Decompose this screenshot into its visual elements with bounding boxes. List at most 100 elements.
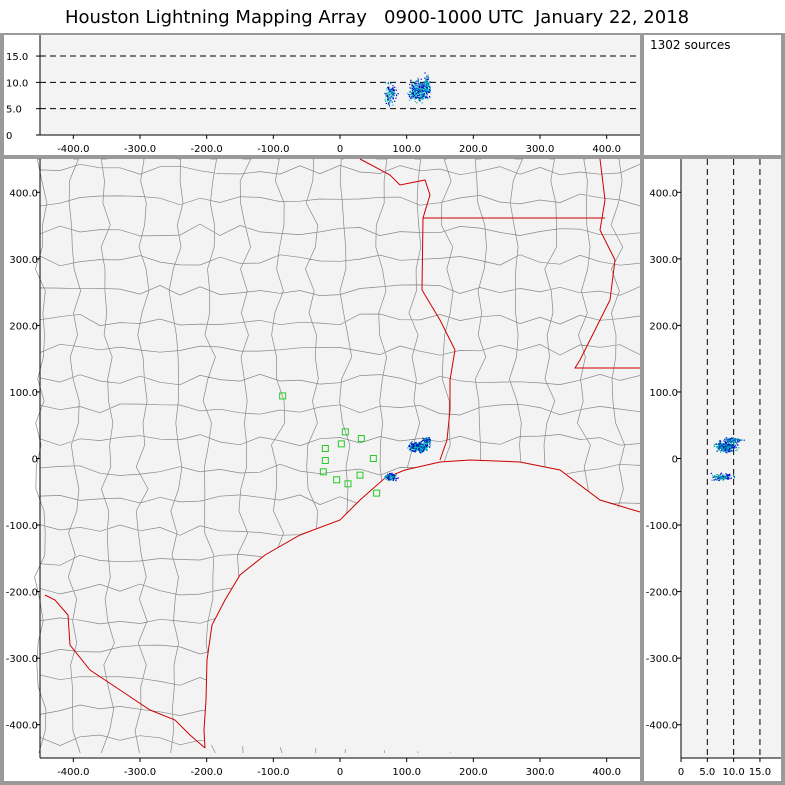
- vhf-source-point: [727, 476, 729, 478]
- vhf-source-point: [719, 446, 721, 448]
- vhf-source-point: [719, 473, 722, 475]
- map-y-tick-label: 300.0: [9, 255, 38, 266]
- vhf-source-point: [410, 451, 413, 453]
- vhf-source-point: [421, 440, 424, 442]
- vhf-source-point: [418, 444, 420, 446]
- vhf-source-point: [421, 98, 423, 100]
- vhf-source-point: [411, 450, 414, 452]
- side-y-tick-label: 400.0: [649, 188, 678, 199]
- vhf-source-point: [726, 447, 728, 449]
- vhf-source-point: [416, 102, 418, 104]
- vhf-source-point: [739, 439, 741, 441]
- vhf-source-point: [424, 82, 426, 84]
- vhf-source-point: [411, 97, 414, 99]
- vhf-source-point: [416, 447, 418, 449]
- vhf-source-point: [390, 90, 392, 92]
- vhf-source-point: [429, 89, 431, 91]
- vhf-source-point: [422, 83, 424, 85]
- vhf-source-point: [418, 89, 421, 91]
- vhf-source-point: [420, 93, 422, 95]
- vhf-source-point: [387, 94, 389, 96]
- vhf-source-point: [392, 89, 395, 91]
- vhf-source-point: [418, 450, 421, 453]
- vhf-source-point: [418, 448, 420, 451]
- vhf-source-point: [418, 84, 420, 86]
- vhf-source-point: [425, 83, 427, 85]
- vhf-source-point: [416, 87, 418, 89]
- vhf-source-point: [426, 444, 429, 446]
- vhf-source-point: [425, 445, 427, 447]
- vhf-source-point: [737, 439, 739, 441]
- vhf-source-point: [423, 89, 425, 91]
- vhf-source-point: [384, 82, 386, 84]
- vhf-source-point: [716, 446, 718, 449]
- vhf-source-point: [726, 446, 728, 449]
- vhf-source-point: [731, 445, 733, 447]
- vhf-source-point: [717, 477, 720, 479]
- vhf-source-point: [713, 476, 715, 478]
- vhf-source-point: [717, 476, 719, 478]
- top-x-tick-label: -300.0: [124, 144, 156, 155]
- vhf-source-point: [425, 96, 428, 98]
- vhf-source-point: [718, 478, 721, 481]
- vhf-source-point: [413, 450, 415, 453]
- vhf-source-point: [722, 442, 725, 445]
- vhf-source-point: [410, 93, 413, 95]
- vhf-source-point: [426, 85, 428, 88]
- lma-station-marker: [369, 455, 377, 462]
- vhf-source-point: [425, 442, 428, 444]
- vhf-source-point: [725, 438, 727, 441]
- coastline-lower: [44, 594, 206, 749]
- vhf-source-point: [722, 449, 724, 452]
- vhf-source-point: [421, 97, 423, 99]
- vhf-source-point: [411, 95, 413, 97]
- vhf-source-point: [428, 441, 430, 443]
- texas-louisiana-border: [359, 158, 456, 461]
- vhf-source-point: [387, 96, 389, 98]
- vhf-source-point: [723, 446, 726, 448]
- vhf-source-point: [427, 85, 430, 87]
- vhf-source-point: [386, 97, 389, 99]
- vhf-source-point: [725, 450, 727, 453]
- vhf-source-point: [419, 443, 421, 445]
- vhf-source-point: [729, 438, 731, 440]
- vhf-source-point: [418, 446, 420, 449]
- vhf-source-point: [417, 91, 419, 93]
- vhf-source-point: [417, 95, 419, 97]
- vhf-source-point: [724, 444, 727, 446]
- vhf-source-point: [428, 440, 431, 443]
- vhf-source-point: [391, 95, 393, 97]
- vhf-source-point: [424, 86, 426, 88]
- top-x-tick-label: 300.0: [526, 144, 555, 155]
- vhf-source-point: [425, 445, 428, 448]
- vhf-source-point: [391, 91, 393, 93]
- vhf-source-point: [389, 97, 391, 99]
- vhf-source-point: [390, 93, 392, 95]
- lma-station-marker: [321, 456, 329, 464]
- vhf-source-point: [397, 93, 399, 95]
- vhf-source-point: [416, 89, 418, 91]
- vhf-source-point: [388, 93, 390, 95]
- vhf-source-point: [718, 440, 721, 442]
- vhf-source-point: [414, 87, 416, 90]
- vhf-source-point: [395, 93, 397, 95]
- vhf-source-point: [734, 444, 736, 446]
- vhf-source-point: [416, 94, 418, 96]
- vhf-source-point: [388, 94, 391, 96]
- vhf-source-point: [428, 91, 430, 93]
- vhf-source-point: [730, 441, 732, 443]
- vhf-source-point: [423, 93, 426, 95]
- vhf-source-point: [413, 87, 415, 89]
- vhf-source-point: [388, 478, 390, 480]
- vhf-source-point: [418, 445, 420, 448]
- vhf-source-point: [416, 96, 419, 99]
- vhf-source-point: [386, 87, 388, 90]
- map-x-tick-label: 200.0: [459, 767, 488, 778]
- vhf-source-point: [414, 89, 417, 91]
- vhf-source-point: [391, 92, 394, 95]
- vhf-source-point: [718, 446, 721, 449]
- vhf-source-point: [411, 94, 414, 96]
- vhf-source-point: [716, 476, 718, 478]
- vhf-source-point: [425, 81, 427, 83]
- vhf-source-point: [415, 448, 417, 450]
